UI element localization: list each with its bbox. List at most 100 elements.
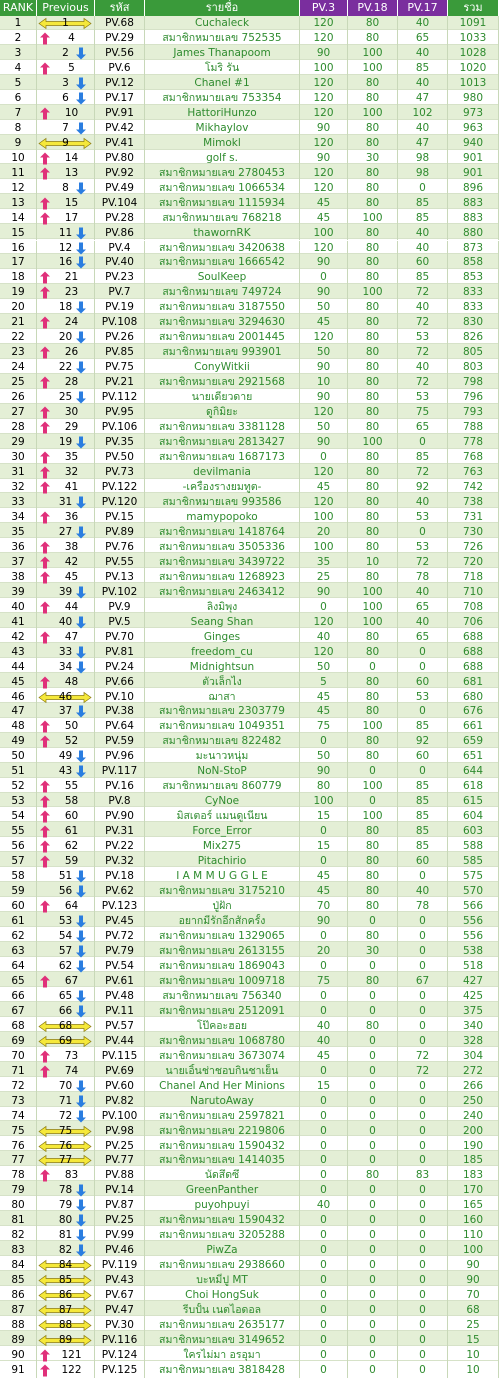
trend-arrow (76, 241, 86, 254)
row-bg (0, 1345, 499, 1361)
pv18-score: 80 (348, 315, 398, 331)
rank: 39 (0, 584, 37, 600)
pv3-score: 90 (300, 255, 348, 271)
code: PV.12 (95, 75, 145, 91)
total-score: 688 (448, 644, 499, 660)
pv3-score: 15 (300, 1078, 348, 1094)
code: PV.50 (95, 450, 145, 465)
total-score: 190 (448, 1138, 499, 1154)
previous-rank: 87 (37, 1303, 95, 1319)
pv18-score: 0 (348, 1048, 398, 1064)
previous-rank: 57 (37, 943, 95, 959)
pv17-score: 40 (398, 16, 448, 31)
pv18-score: 80 (348, 75, 398, 91)
rank: 6 (0, 90, 37, 106)
pv18-score: 0 (348, 1108, 398, 1124)
previous-rank: 79 (37, 1198, 95, 1214)
row-bg (0, 328, 499, 344)
pv3-score: 120 (300, 16, 348, 31)
pv17-score: 85 (398, 195, 448, 211)
pv3-score: 0 (300, 958, 348, 974)
trend-icon (76, 945, 86, 958)
previous-rank: 43 (37, 764, 95, 780)
member-name: สมาชิกหมายเลข 3175210 (145, 884, 300, 900)
pv18-score: 80 (348, 165, 398, 181)
pv17-score: 75 (398, 405, 448, 421)
rank: 24 (0, 360, 37, 376)
previous-rank: 31 (37, 494, 95, 510)
trend-arrow (38, 137, 92, 149)
rank: 3 (0, 45, 37, 61)
rank: 63 (0, 943, 37, 959)
code: PV.21 (95, 375, 145, 391)
trend-arrow (40, 631, 50, 644)
member-name: สมาชิกหมายเลข 1049351 (145, 719, 300, 735)
previous-rank: 3 (37, 75, 95, 91)
pv18-score: 100 (348, 285, 398, 301)
pv17-score: 72 (398, 345, 448, 361)
pv3-score: 50 (300, 659, 348, 675)
trend-arrow (76, 586, 86, 599)
member-name: สมาชิกหมายเลข 3673074 (145, 1048, 300, 1064)
pv17-score: 53 (398, 330, 448, 346)
trend-arrow (40, 780, 50, 793)
trend-arrow (40, 676, 50, 689)
trend-arrow (76, 227, 86, 240)
trend-arrow (76, 1110, 86, 1123)
total-score: 25 (448, 1318, 499, 1334)
total-score: 788 (448, 420, 499, 436)
pv18-score: 80 (348, 30, 398, 46)
pv17-score: 0 (398, 524, 448, 540)
row-bg (0, 493, 499, 509)
trend-arrow (76, 960, 86, 973)
previous-rank: 25 (37, 390, 95, 406)
trend-icon (76, 915, 86, 928)
code: PV.45 (95, 914, 145, 929)
total-score: 778 (448, 435, 499, 451)
member-name: สมาชิกหมายเลข 1666542 (145, 255, 300, 271)
trend-icon (40, 376, 50, 389)
code: PV.23 (95, 270, 145, 286)
trend-arrow (40, 825, 50, 838)
code: PV.9 (95, 599, 145, 615)
pv17-score: 0 (398, 988, 448, 1004)
row-bg (0, 957, 499, 972)
code: PV.73 (95, 465, 145, 480)
pv18-score: 80 (348, 405, 398, 421)
row-bg (0, 388, 499, 404)
pv3-score: 0 (300, 1228, 348, 1244)
pv17-score: 85 (398, 794, 448, 810)
row-bg (0, 1001, 499, 1017)
pv18-score: 0 (348, 1303, 398, 1319)
trend-icon (40, 167, 50, 180)
previous-rank: 26 (37, 345, 95, 361)
previous-rank: 39 (37, 584, 95, 600)
pv3-score: 120 (300, 494, 348, 510)
total-score: 272 (448, 1063, 499, 1079)
pv3-score: 0 (300, 1318, 348, 1334)
row-bg (0, 1091, 499, 1107)
trend-arrow (40, 167, 50, 180)
code: PV.81 (95, 644, 145, 660)
trend-arrow (40, 107, 50, 120)
header-cell: PV.17 (398, 0, 448, 16)
previous-rank: 77 (37, 1153, 95, 1169)
pv3-score: 120 (300, 165, 348, 181)
pv17-score: 0 (398, 914, 448, 929)
pv3-score: 0 (300, 1303, 348, 1319)
pv3-score: 120 (300, 30, 348, 46)
pv17-score: 0 (398, 928, 448, 944)
pv18-score: 0 (348, 659, 398, 675)
pv18-score: 0 (348, 1153, 398, 1169)
trend-icon (76, 1005, 86, 1018)
total-score: 1028 (448, 45, 499, 61)
trend-arrow (40, 376, 50, 389)
member-name: รีบปั้น เนตไอดอล (145, 1303, 300, 1319)
row-bg (0, 1300, 499, 1316)
trend-icon (40, 900, 50, 913)
rank: 64 (0, 958, 37, 974)
pv18-score: 80 (348, 240, 398, 256)
pv18-score: 80 (348, 644, 398, 660)
trend-icon (76, 870, 86, 883)
previous-rank: 14 (37, 150, 95, 166)
